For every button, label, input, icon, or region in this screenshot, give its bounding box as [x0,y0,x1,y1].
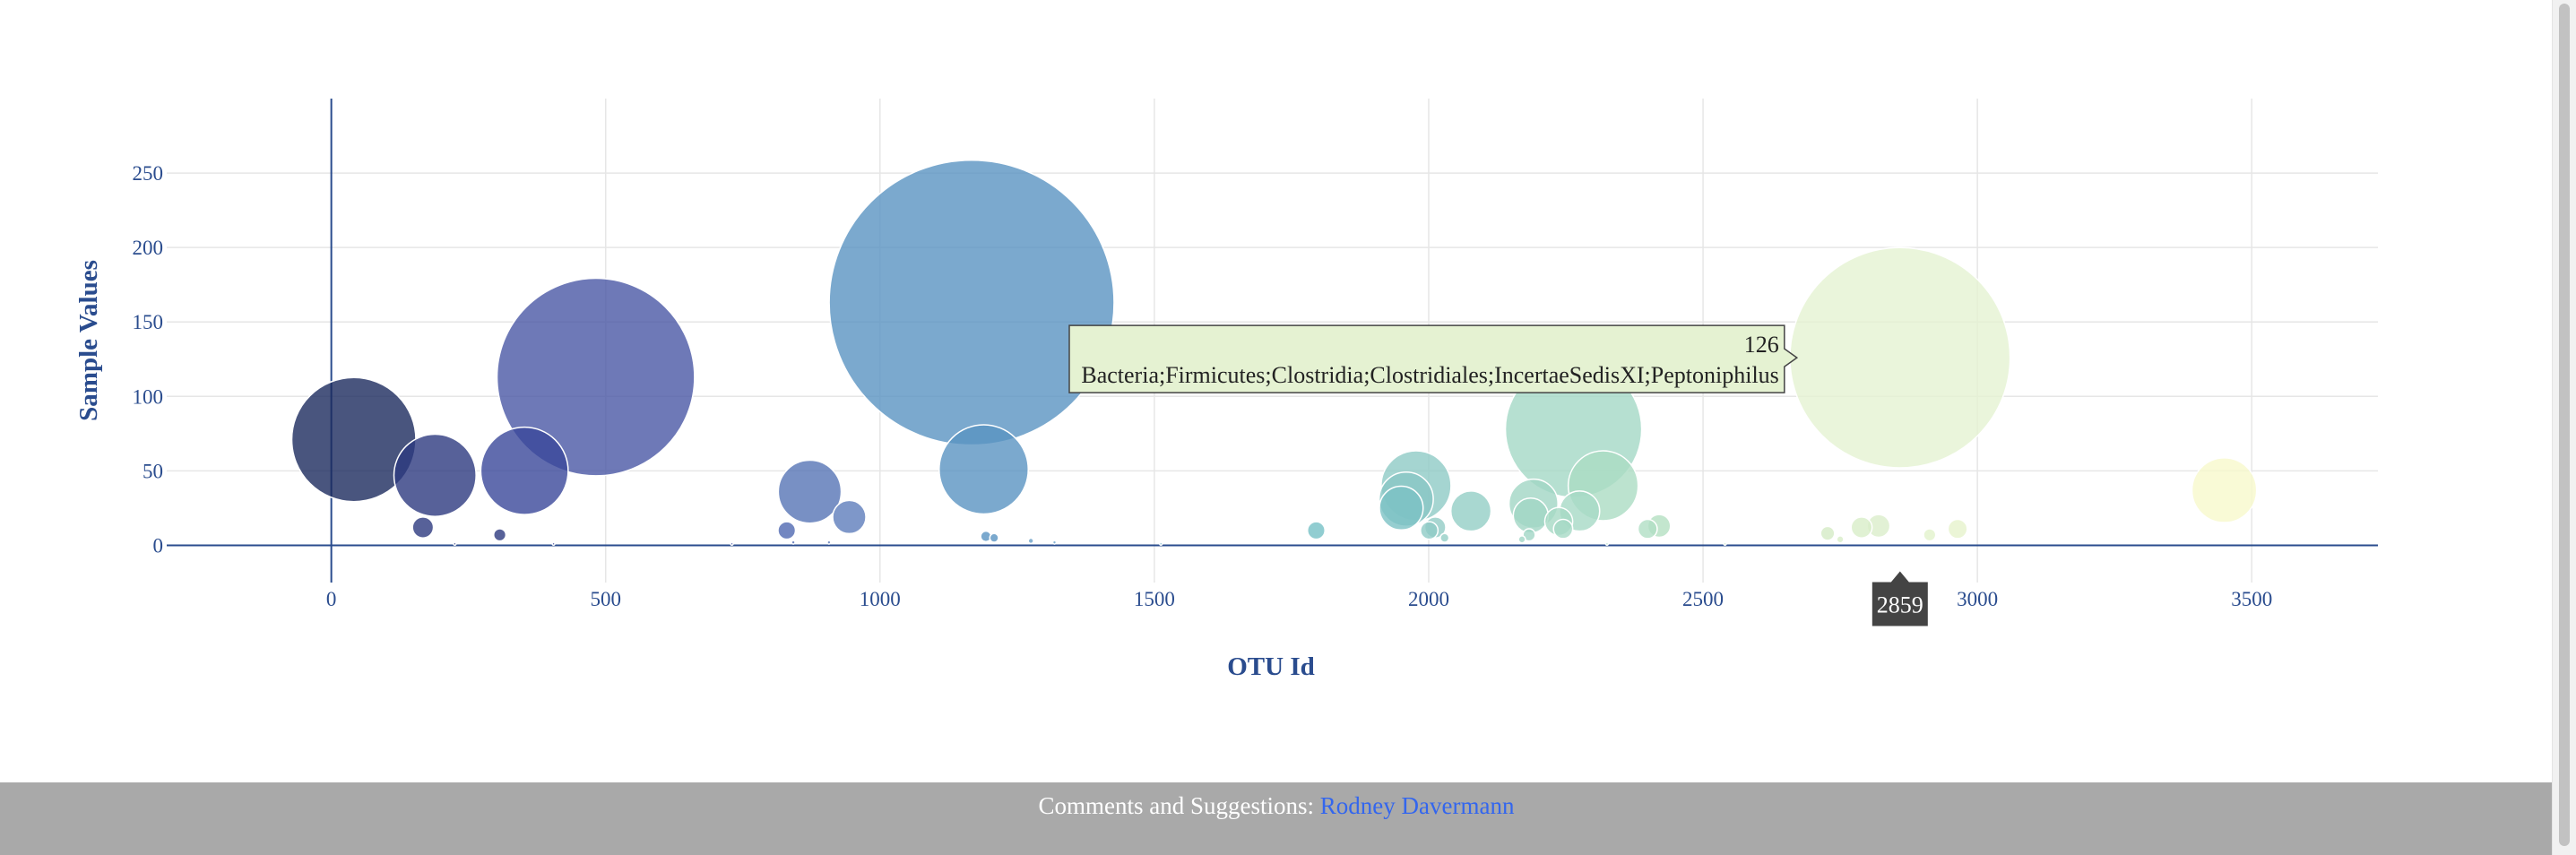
x-axis-title: OTU Id [1227,652,1315,681]
bubble-point[interactable] [1379,485,1424,531]
x-tick-label: 0 [326,588,337,610]
x-tick-label: 1000 [860,588,901,610]
y-tick-label: 200 [133,237,164,259]
x-tick-label: 3500 [2231,588,2272,610]
bubble-point[interactable] [453,541,457,547]
bubble-point[interactable] [1517,535,1526,544]
bubble-point[interactable] [791,540,796,545]
y-tick-label: 50 [143,460,163,482]
bubble-point[interactable] [1522,528,1536,542]
y-tick-label: 250 [133,162,164,185]
footer-text: Comments and Suggestions: [1038,792,1320,819]
bubble-point[interactable] [1512,497,1550,534]
bubble-point[interactable] [1604,541,1610,547]
x-tick-label: 2000 [1408,588,1449,610]
y-axis-title: Sample Values [74,260,103,421]
tooltip-label: Bacteria;Firmicutes;Clostridia;Clostridi… [1081,362,1778,388]
y-tick-label: 0 [153,534,164,557]
bubble-point[interactable] [1306,521,1326,540]
bubble-point[interactable] [1850,516,1873,539]
bubble-point[interactable] [1723,541,1727,547]
bubble-point[interactable] [1439,532,1450,543]
bubble-point[interactable] [938,424,1029,515]
tooltip-box [1068,324,1799,393]
footer: Comments and Suggestions: Rodney Daverma… [0,782,2553,855]
bubble-point[interactable] [393,433,477,517]
tick-labels: 0 500 1000 1500 2000 2500 3000 3500 0 50 100 150 200… [133,162,2273,610]
bubble-point[interactable] [551,541,556,547]
bubble-point[interactable] [2191,457,2258,523]
bubble-point[interactable] [832,499,867,535]
bubble-point[interactable] [1552,518,1574,540]
x-spike-label-box [1871,571,1928,626]
axes [167,99,2378,583]
bubble-point[interactable] [1789,246,2011,469]
bubble-point[interactable] [1923,528,1937,542]
x-tick-label: 500 [590,588,621,610]
x-tick-label: 2500 [1682,588,1724,610]
bubble-point[interactable] [493,528,507,542]
hover-tooltip: 126 Bacteria;Firmicutes;Clostridia;Clost… [1068,324,1928,626]
scrollbar-thumb[interactable] [2559,4,2570,846]
bubble-point[interactable] [1449,490,1492,532]
bubble-point[interactable] [480,426,569,515]
y-tick-label: 100 [133,385,164,408]
bubble-point[interactable] [496,277,696,477]
bubble-point[interactable] [1836,535,1845,544]
x-tick-label: 1500 [1134,588,1175,610]
bubble-point[interactable] [1027,537,1034,545]
bubble-point[interactable] [1820,525,1836,541]
y-tick-label: 150 [133,311,164,333]
vertical-scrollbar[interactable] [2552,0,2576,855]
bubble-point[interactable] [826,540,832,545]
tooltip-y-value: 126 [1744,332,1779,358]
bubble-point[interactable] [411,516,435,539]
bubble-chart: 0 500 1000 1500 2000 2500 3000 3500 0 50 100 150 200… [74,99,2378,681]
bubble-point[interactable] [730,541,734,547]
bubble-point[interactable] [1158,541,1163,547]
bubble-point[interactable] [1637,518,1658,540]
author-link[interactable]: Rodney Davermann [1319,792,1515,819]
x-spike-label: 2859 [1877,592,1923,618]
bubble-point[interactable] [1420,521,1439,540]
bubble-point[interactable] [1051,540,1058,545]
x-tick-label: 3000 [1957,588,1998,610]
bubble-point[interactable] [989,532,999,543]
bubble-point[interactable] [828,159,1115,446]
bubble-point[interactable] [777,459,843,524]
bubble-point[interactable] [777,521,797,540]
bubble-point[interactable] [1947,518,1968,540]
bubbles [290,159,2258,547]
